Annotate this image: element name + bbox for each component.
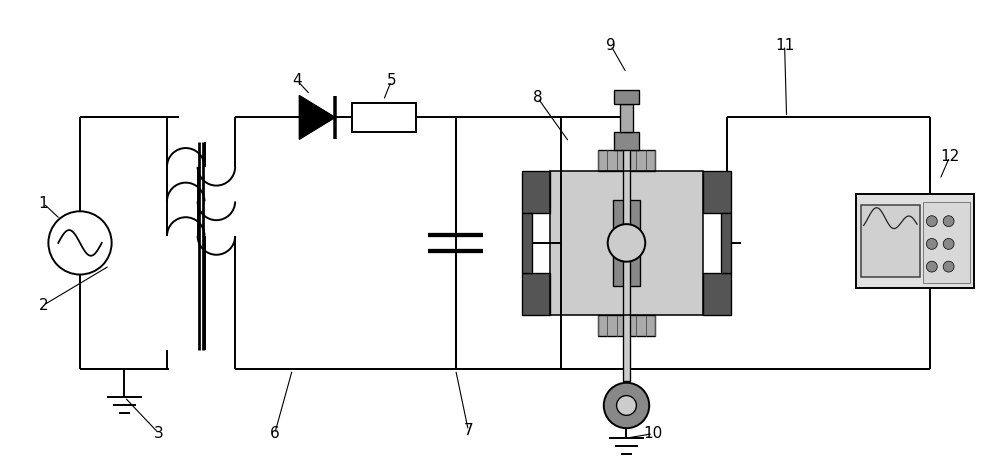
Bar xyxy=(721,213,731,273)
Text: 4: 4 xyxy=(293,73,302,89)
Text: 12: 12 xyxy=(940,149,959,164)
Circle shape xyxy=(943,216,954,227)
Bar xyxy=(522,273,550,315)
Bar xyxy=(703,171,731,213)
Bar xyxy=(550,171,703,315)
Bar xyxy=(522,213,532,273)
Text: 3: 3 xyxy=(154,426,164,441)
Text: 9: 9 xyxy=(606,38,616,53)
Bar xyxy=(550,171,703,315)
Text: 6: 6 xyxy=(270,426,280,441)
Bar xyxy=(598,315,655,336)
Text: 11: 11 xyxy=(775,38,794,53)
Text: 2: 2 xyxy=(39,298,48,313)
Bar xyxy=(613,200,640,286)
Bar xyxy=(614,90,639,104)
Circle shape xyxy=(617,396,636,415)
Polygon shape xyxy=(299,96,335,139)
Circle shape xyxy=(604,383,649,428)
Text: 8: 8 xyxy=(533,90,542,105)
Circle shape xyxy=(926,238,937,249)
Bar xyxy=(861,205,920,276)
Bar xyxy=(522,171,550,213)
Text: 5: 5 xyxy=(386,73,396,89)
Bar xyxy=(620,104,633,132)
Bar xyxy=(923,203,970,284)
Circle shape xyxy=(926,261,937,272)
Bar xyxy=(352,103,416,132)
Bar xyxy=(856,195,974,288)
Circle shape xyxy=(608,224,645,262)
Text: 10: 10 xyxy=(644,426,663,441)
Circle shape xyxy=(943,261,954,272)
Bar xyxy=(703,273,731,315)
Circle shape xyxy=(926,216,937,227)
Circle shape xyxy=(943,238,954,249)
Bar xyxy=(614,132,639,149)
Bar xyxy=(623,105,630,381)
Bar xyxy=(598,149,655,171)
Text: 7: 7 xyxy=(464,423,473,438)
Text: 1: 1 xyxy=(39,196,48,211)
